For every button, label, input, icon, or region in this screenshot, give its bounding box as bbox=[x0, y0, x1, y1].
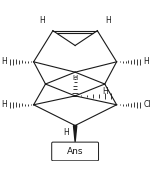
Text: H: H bbox=[1, 57, 7, 66]
Polygon shape bbox=[74, 125, 77, 142]
Text: Cl: Cl bbox=[143, 100, 151, 109]
Text: H: H bbox=[40, 16, 45, 25]
Text: H: H bbox=[143, 57, 149, 66]
Text: H: H bbox=[102, 87, 108, 96]
Text: H: H bbox=[1, 100, 7, 109]
Text: H: H bbox=[73, 75, 78, 81]
Text: Ans: Ans bbox=[67, 147, 83, 156]
Text: H: H bbox=[105, 16, 111, 25]
FancyBboxPatch shape bbox=[52, 142, 98, 161]
Text: H: H bbox=[63, 128, 69, 137]
